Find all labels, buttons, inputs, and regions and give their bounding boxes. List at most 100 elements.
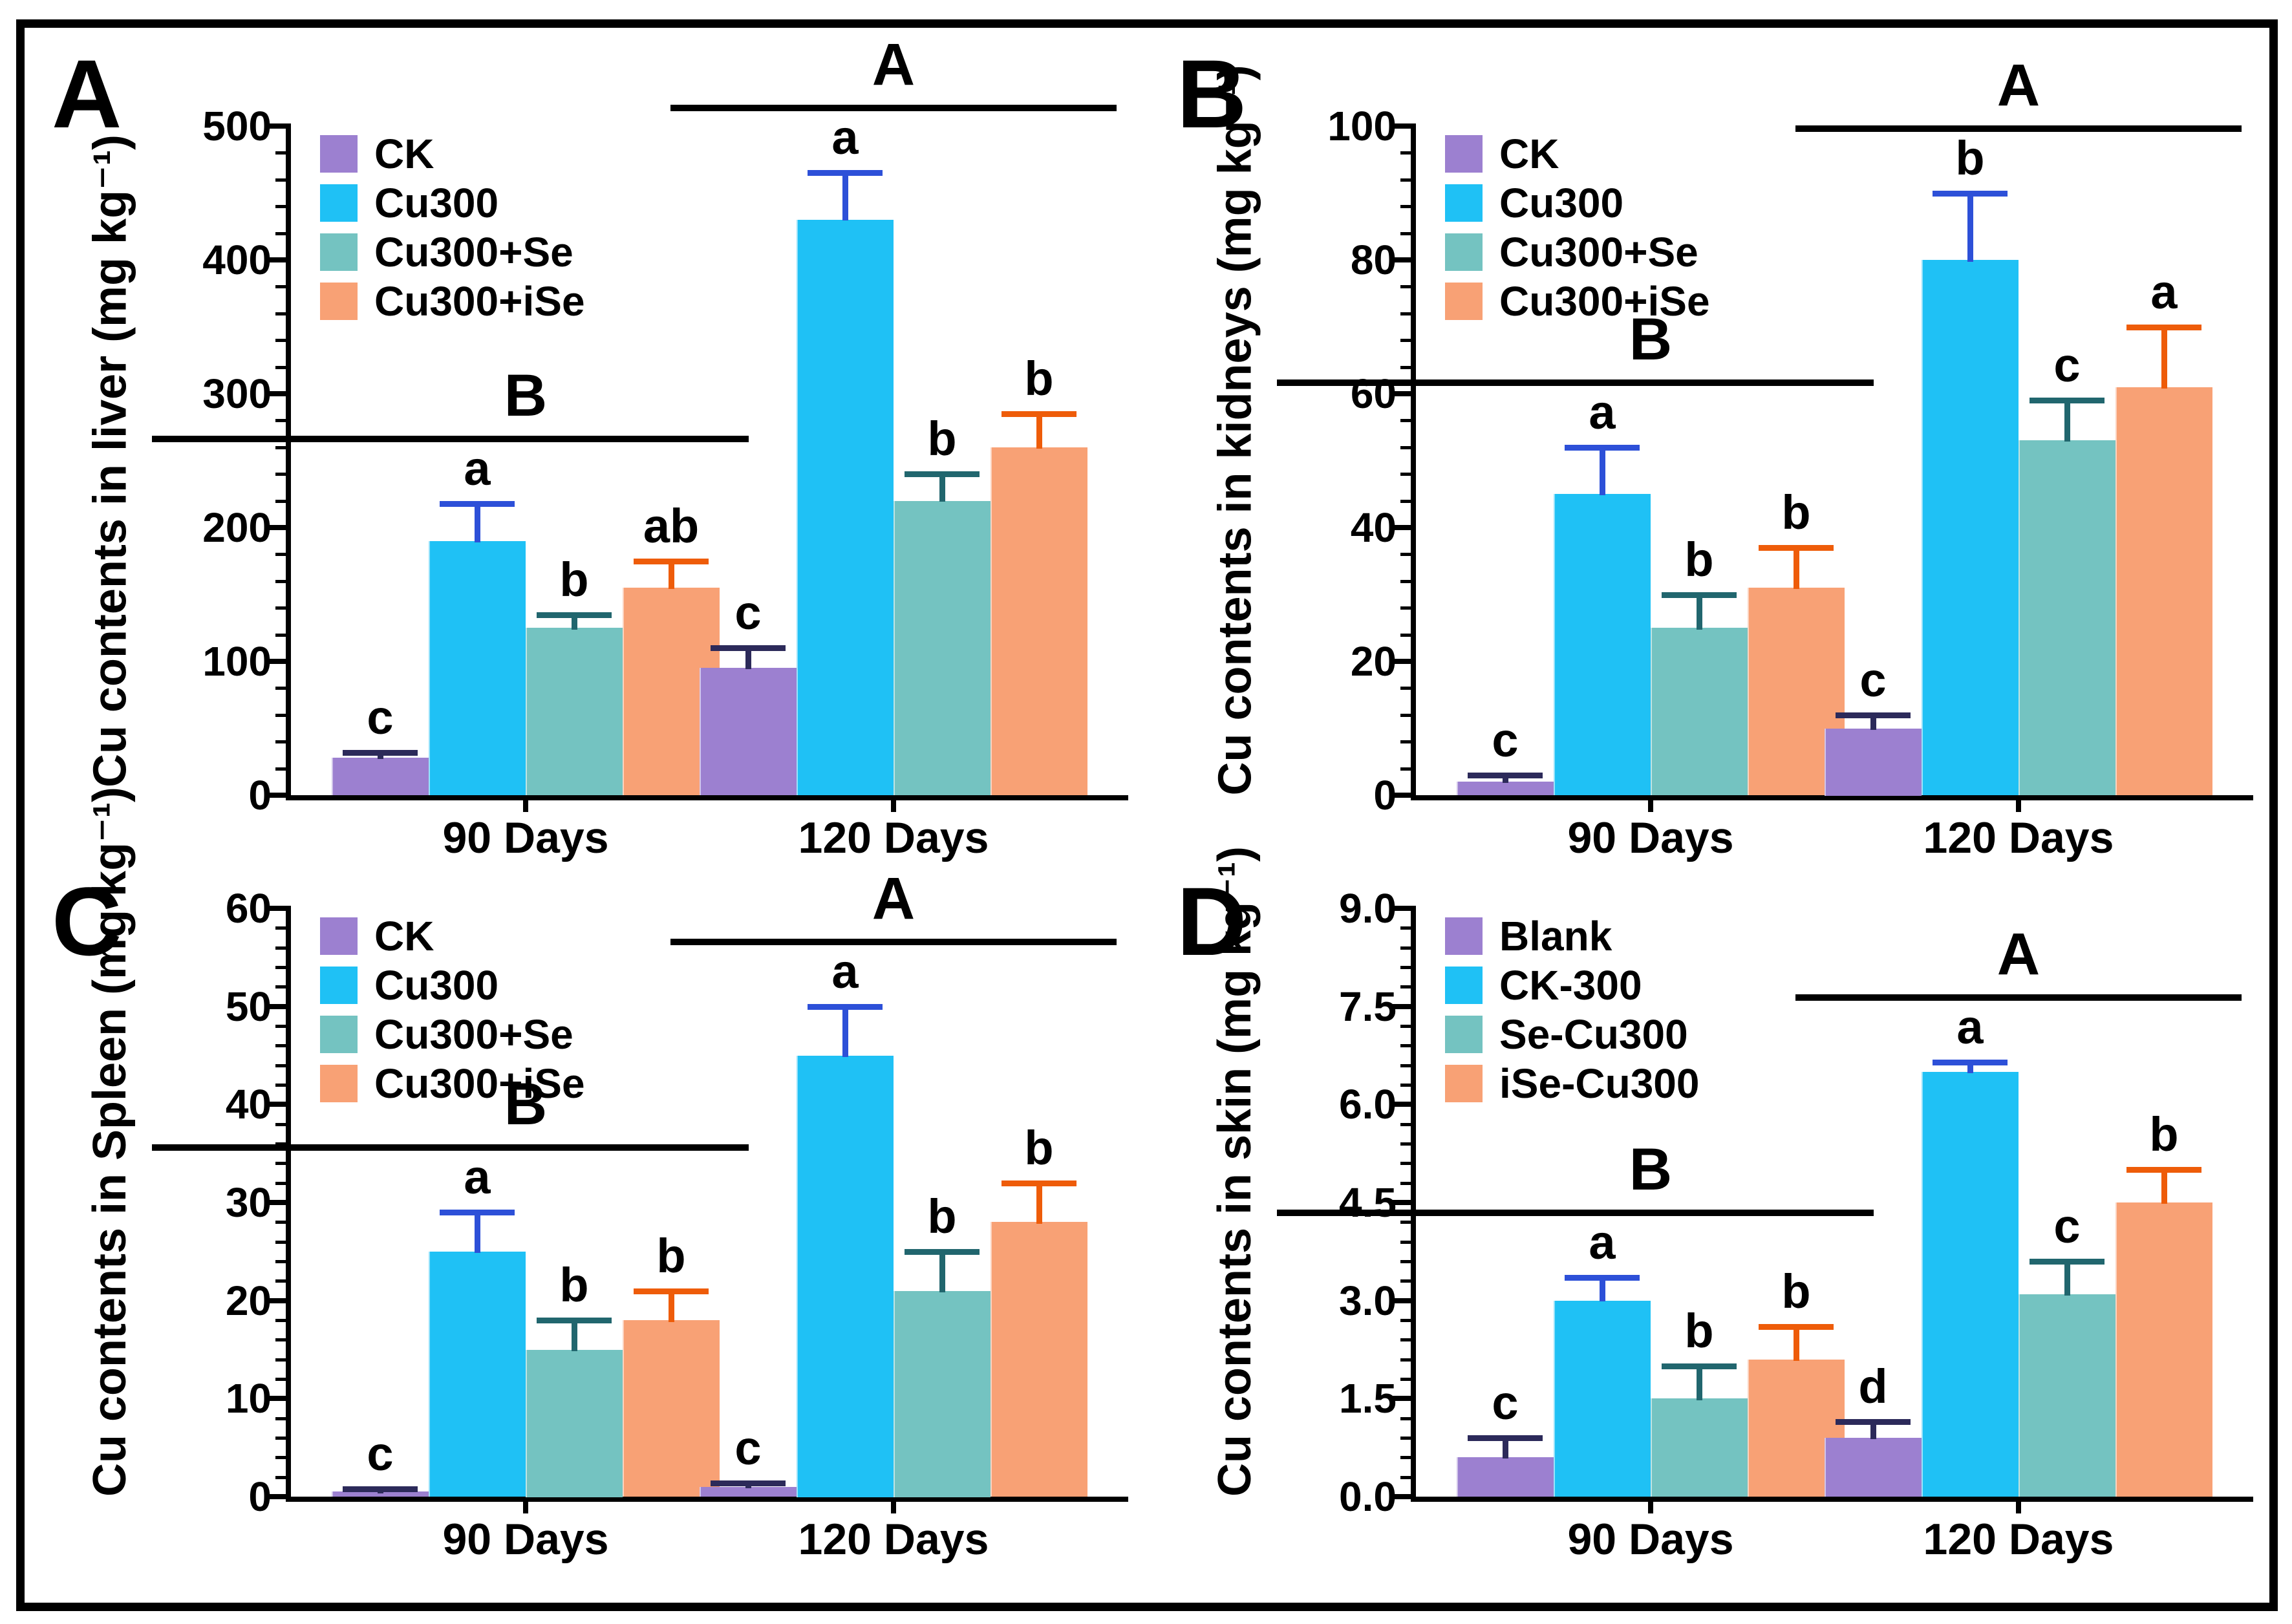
y-minor-tick	[1400, 966, 1411, 969]
y-minor-tick	[275, 1279, 286, 1283]
legend-item: CK	[320, 129, 585, 178]
error-bar-cap	[634, 559, 709, 564]
y-tick-label: 0.0	[1339, 1473, 1397, 1520]
legend-swatch-icon	[1445, 135, 1483, 173]
y-axis-label: Cu contents in liver (mg kg⁻¹)	[84, 134, 136, 788]
error-bar-stem	[1794, 548, 1799, 589]
significance-bracket-line	[670, 105, 1117, 111]
error-bar-stem	[572, 1320, 577, 1351]
y-minor-tick	[1400, 473, 1411, 476]
y-major-tick	[268, 1298, 286, 1303]
y-minor-tick	[275, 1221, 286, 1224]
y-minor-tick	[275, 1182, 286, 1185]
legend-swatch-icon	[1445, 233, 1483, 271]
y-minor-tick	[275, 500, 286, 503]
legend-swatch-icon	[320, 233, 358, 271]
x-category-label: 120 Days	[1923, 813, 2114, 862]
y-minor-tick	[275, 473, 286, 476]
y-tick-label: 20	[225, 1277, 272, 1324]
y-major-tick	[1393, 1004, 1411, 1009]
significance-letter: a	[1589, 1215, 1616, 1269]
significance-letter: b	[1781, 486, 1811, 539]
x-major-tick	[523, 799, 528, 812]
y-minor-tick	[1400, 151, 1411, 155]
y-tick-label: 60	[1350, 370, 1397, 417]
error-bar-cap	[711, 645, 786, 651]
error-bar-cap	[1001, 411, 1076, 417]
significance-letter: c	[734, 1421, 762, 1475]
bar-CK-120-days	[1825, 729, 1922, 796]
x-major-tick	[2016, 1501, 2021, 1513]
legend-item: CK-300	[1445, 961, 1699, 1010]
y-minor-tick	[275, 767, 286, 771]
legend: CK Cu300 Cu300+Se Cu300+iSe	[320, 129, 585, 326]
y-major-tick	[268, 525, 286, 530]
y-tick-label: 40	[1350, 504, 1397, 551]
y-tick-label: 40	[225, 1081, 272, 1127]
error-bar-stem	[1600, 1277, 1605, 1301]
panel-C: C Cu contents in Spleen (mg kg⁻¹) 0 10 20 30 4…	[42, 787, 1141, 1624]
x-axis-line	[1411, 795, 2253, 800]
y-minor-tick	[275, 366, 286, 369]
legend-item: Cu300+iSe	[320, 277, 585, 326]
legend-swatch-icon	[1445, 283, 1483, 320]
significance-letter: c	[1859, 653, 1887, 707]
error-bar-cap	[1001, 1181, 1076, 1186]
y-major-tick	[1393, 525, 1411, 530]
legend-label: CK	[374, 913, 434, 959]
y-minor-tick	[1400, 1279, 1411, 1283]
legend-item: Cu300+Se	[1445, 228, 1710, 277]
significance-letter: a	[831, 111, 859, 164]
error-bar-cap	[1468, 773, 1543, 778]
panel-letter-A: A	[52, 39, 122, 148]
y-minor-tick	[1400, 285, 1411, 288]
y-minor-tick	[275, 419, 286, 422]
legend-label: CK	[374, 131, 434, 177]
y-major-tick	[1393, 659, 1411, 664]
error-bar-cap	[634, 1288, 709, 1294]
panel-letter-B: B	[1177, 39, 1247, 148]
y-minor-tick	[275, 1378, 286, 1381]
panel-letter-C: C	[52, 867, 122, 976]
error-bar-cap	[440, 501, 515, 507]
y-major-tick	[1393, 1298, 1411, 1303]
y-minor-tick	[1400, 1417, 1411, 1420]
error-bar-stem	[745, 648, 751, 669]
y-tick-label: 80	[1350, 237, 1397, 283]
error-bar-stem	[475, 504, 480, 542]
y-minor-tick	[275, 1437, 286, 1440]
y-minor-tick	[275, 606, 286, 610]
error-bar-stem	[842, 173, 848, 220]
legend-item: Cu300+iSe	[320, 1059, 585, 1108]
legend: CK Cu300 Cu300+Se Cu300+iSe	[1445, 129, 1710, 326]
significance-bracket-letter: B	[1629, 1137, 1673, 1202]
y-minor-tick	[1400, 1221, 1411, 1224]
significance-letter: b	[656, 1229, 686, 1283]
legend-label: Cu300+iSe	[1499, 278, 1710, 325]
bar-CK-120-days	[700, 1487, 797, 1497]
bar-Cu300-90-days	[1554, 494, 1651, 795]
error-bar-cap	[2126, 1167, 2201, 1173]
y-minor-tick	[275, 339, 286, 342]
bar-Cu300+Se-120-days	[894, 501, 991, 795]
y-minor-tick	[1400, 714, 1411, 717]
y-minor-tick	[1400, 634, 1411, 637]
x-major-tick	[891, 799, 896, 812]
significance-letter: c	[367, 690, 394, 744]
y-tick-label: 0	[248, 1473, 272, 1520]
error-bar-cap	[1759, 1324, 1834, 1330]
significance-bracket-line	[1795, 125, 2242, 132]
error-bar-stem	[1697, 595, 1702, 630]
y-tick-label: 7.5	[1339, 983, 1397, 1030]
error-bar-stem	[939, 1252, 945, 1292]
y-minor-tick	[1400, 1260, 1411, 1263]
bar-Cu300+iSe-120-days	[991, 1222, 1087, 1497]
y-minor-tick	[275, 205, 286, 208]
y-tick-label: 4.5	[1339, 1179, 1397, 1226]
legend-item: Cu300	[1445, 178, 1710, 228]
error-bar-stem	[1870, 715, 1876, 730]
y-major-tick	[1393, 1494, 1411, 1499]
significance-bracket-line	[1277, 1210, 1874, 1216]
y-minor-tick	[275, 178, 286, 182]
significance-letter: b	[927, 412, 957, 465]
